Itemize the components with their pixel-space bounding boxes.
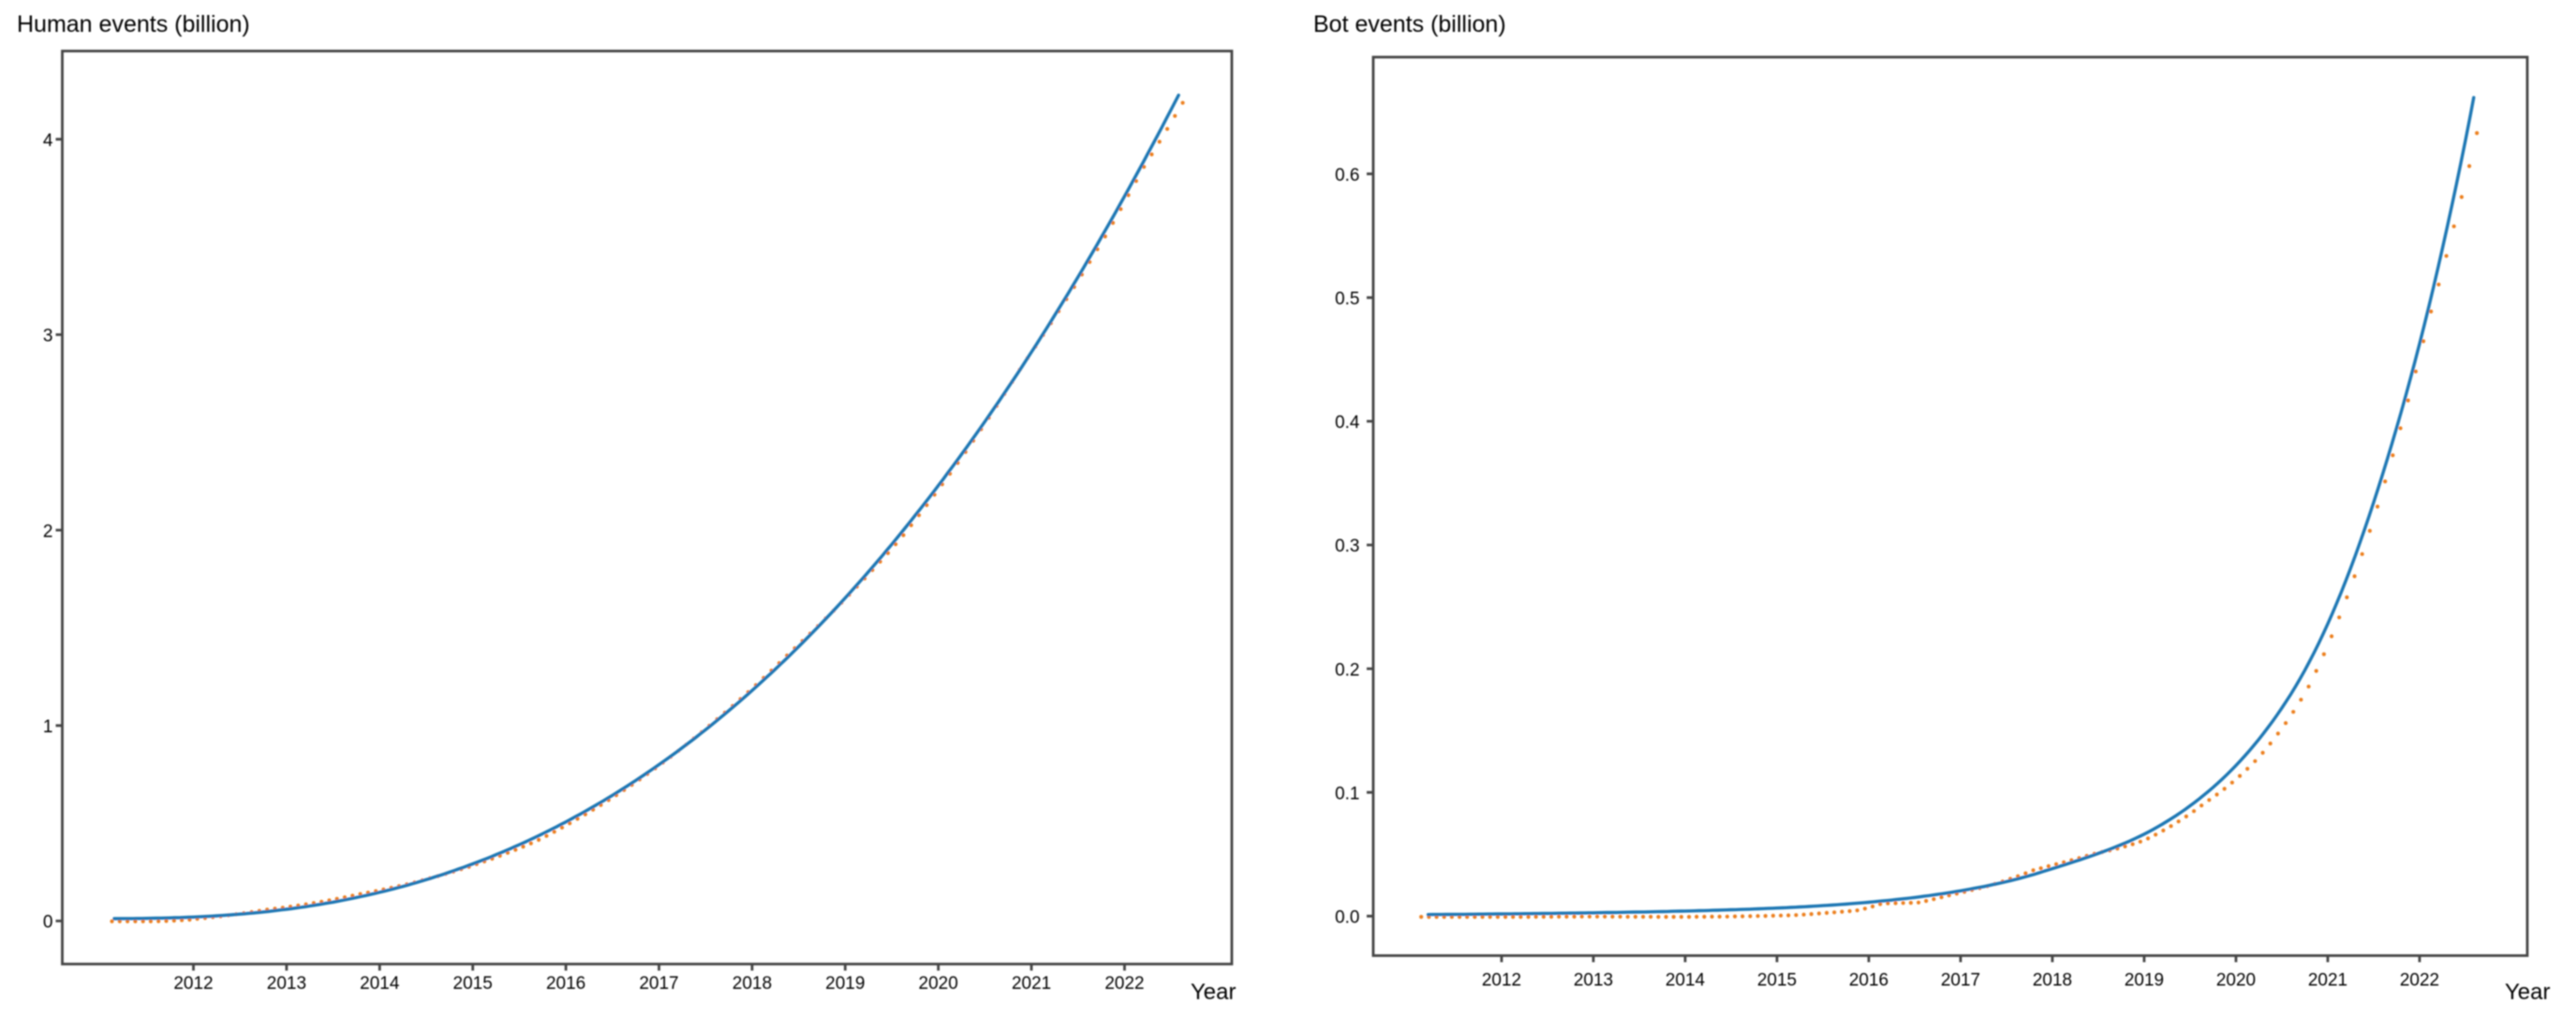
svg-text:4: 4 bbox=[43, 131, 53, 151]
svg-text:2022: 2022 bbox=[1104, 974, 1144, 994]
svg-text:Human events (billion): Human events (billion) bbox=[17, 11, 250, 37]
svg-text:2019: 2019 bbox=[2124, 971, 2164, 991]
svg-text:Year: Year bbox=[1191, 979, 1236, 1005]
svg-text:Year: Year bbox=[2505, 979, 2551, 1005]
svg-text:2013: 2013 bbox=[1574, 971, 1613, 991]
svg-text:0.2: 0.2 bbox=[1335, 660, 1359, 680]
svg-text:0.1: 0.1 bbox=[1335, 784, 1359, 803]
svg-text:2012: 2012 bbox=[173, 974, 213, 994]
svg-text:0.3: 0.3 bbox=[1335, 537, 1359, 556]
svg-text:2012: 2012 bbox=[1482, 971, 1521, 991]
svg-text:2018: 2018 bbox=[733, 974, 772, 994]
svg-text:2: 2 bbox=[43, 522, 53, 541]
svg-text:2019: 2019 bbox=[825, 974, 865, 994]
svg-text:Bot events (billion): Bot events (billion) bbox=[1313, 11, 1506, 37]
svg-text:2021: 2021 bbox=[1012, 974, 1051, 994]
svg-text:2015: 2015 bbox=[453, 974, 493, 994]
svg-text:2016: 2016 bbox=[1849, 971, 1888, 991]
svg-text:2020: 2020 bbox=[919, 974, 958, 994]
svg-text:0.4: 0.4 bbox=[1335, 413, 1360, 433]
svg-text:2017: 2017 bbox=[1941, 971, 1980, 991]
svg-text:0: 0 bbox=[43, 913, 53, 933]
svg-text:1: 1 bbox=[43, 717, 53, 737]
svg-text:2014: 2014 bbox=[1666, 971, 1706, 991]
svg-text:2016: 2016 bbox=[546, 974, 585, 994]
svg-text:0.0: 0.0 bbox=[1335, 908, 1359, 928]
svg-text:2015: 2015 bbox=[1757, 971, 1797, 991]
svg-text:2014: 2014 bbox=[360, 974, 400, 994]
svg-text:2018: 2018 bbox=[2033, 971, 2072, 991]
svg-text:2021: 2021 bbox=[2308, 971, 2347, 991]
svg-text:0.5: 0.5 bbox=[1335, 289, 1359, 309]
svg-text:2022: 2022 bbox=[2400, 971, 2439, 991]
svg-text:3: 3 bbox=[43, 327, 53, 346]
svg-text:2020: 2020 bbox=[2216, 971, 2256, 991]
svg-text:2013: 2013 bbox=[267, 974, 306, 994]
svg-text:2017: 2017 bbox=[639, 974, 678, 994]
svg-text:0.6: 0.6 bbox=[1335, 166, 1359, 185]
